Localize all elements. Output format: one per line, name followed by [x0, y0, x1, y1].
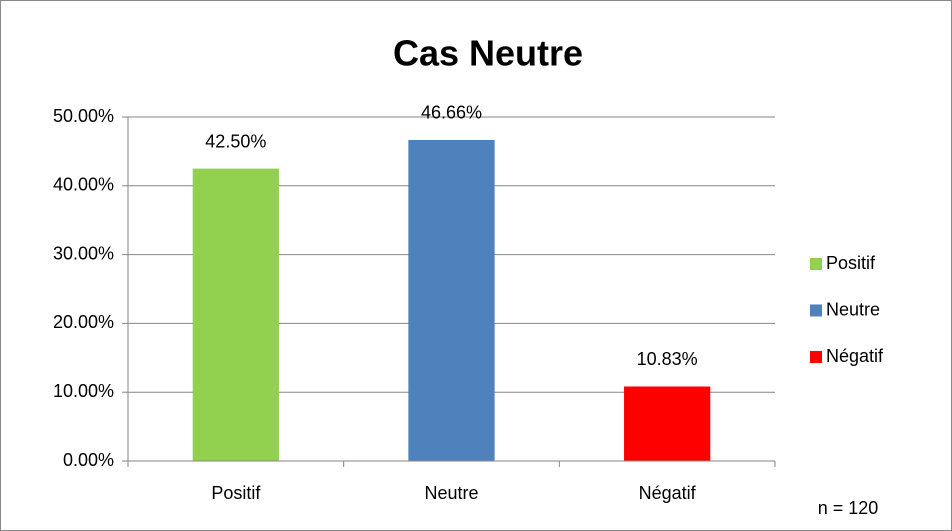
y-tick-label: 0.00% — [63, 450, 114, 470]
chart-title: Cas Neutre — [393, 33, 583, 74]
x-tick-label: Positif — [211, 483, 261, 503]
legend-label: Neutre — [826, 299, 880, 319]
data-label: 46.66% — [421, 103, 482, 123]
legend-swatch — [810, 258, 822, 270]
data-label: 42.50% — [205, 131, 266, 151]
bar — [192, 168, 279, 461]
x-tick-label: Négatif — [639, 483, 697, 503]
legend-label: Positif — [826, 253, 876, 273]
bar — [408, 139, 495, 462]
bar — [624, 386, 711, 461]
legend-label: Négatif — [826, 346, 884, 366]
y-tick-label: 40.00% — [53, 175, 114, 195]
y-tick-label: 30.00% — [53, 243, 114, 263]
legend-swatch — [810, 351, 822, 363]
y-tick-label: 50.00% — [53, 106, 114, 126]
data-label: 10.83% — [637, 349, 698, 369]
y-tick-label: 20.00% — [53, 312, 114, 332]
annotation: n = 120 — [818, 498, 879, 518]
legend-swatch — [810, 304, 822, 317]
y-tick-label: 10.00% — [53, 381, 114, 401]
x-tick-label: Neutre — [424, 483, 478, 503]
